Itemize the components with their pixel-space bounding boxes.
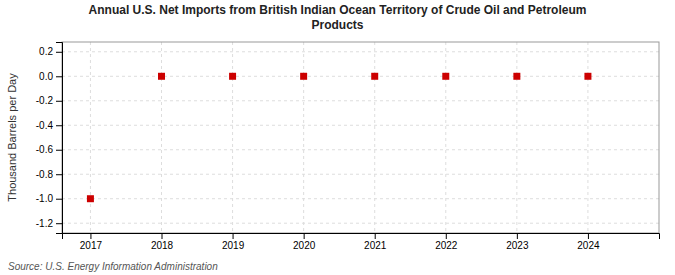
x-tick: 2021	[364, 233, 387, 251]
y-axis-title: Thousand Barrels per Day	[6, 73, 18, 202]
x-tick: 2018	[151, 233, 174, 251]
y-tick: -0.4	[36, 120, 62, 131]
point	[371, 73, 378, 80]
x-tick-label: 2018	[151, 240, 174, 251]
x-tick: 2022	[435, 233, 458, 251]
x-tick-label: 2017	[80, 240, 103, 251]
y-tick-label: -0.4	[36, 120, 54, 131]
x-axis: 2017 2018 2019 2020 2021 2022 2023 2024	[63, 233, 660, 251]
y-tick: -1.2	[36, 218, 62, 229]
plot-frame	[62, 42, 659, 233]
y-tick-mark	[56, 150, 62, 151]
plot-area: 2017 2018 2019 2020 2021 2022 2023 2024 0.2 0.0 -0…	[36, 42, 660, 251]
x-grid-line	[587, 42, 588, 233]
y-tick: -0.6	[36, 144, 62, 155]
point	[300, 73, 307, 80]
y-tick-label: -0.6	[36, 144, 54, 155]
x-grid-line	[445, 42, 446, 233]
y-tick: -0.2	[36, 95, 62, 106]
chart-title-line: Products	[311, 18, 363, 32]
y-tick-label: 0.2	[39, 46, 53, 57]
y-tick-mark	[56, 223, 62, 224]
x-tick-mark	[517, 233, 518, 239]
points	[87, 73, 592, 202]
y-grid-line	[62, 76, 659, 77]
x-tick-mark	[375, 233, 376, 239]
annotation: Source: U.S. Energy Information Administ…	[8, 261, 218, 272]
point	[87, 195, 94, 202]
y-tick-mark	[56, 199, 62, 200]
x-tick-mark	[446, 233, 447, 239]
point	[158, 73, 165, 80]
y-grid-line	[62, 125, 659, 126]
y-tick-label: -1.0	[36, 193, 54, 204]
y-tick-mark	[56, 76, 62, 77]
y-tick: 0.0	[39, 71, 62, 82]
y-axis: 0.2 0.0 -0.2 -0.4 -0.6 -0.8 -1.0 -1.2	[36, 43, 63, 234]
x-tick-label: 2021	[364, 240, 387, 251]
y-grid-line	[62, 51, 659, 52]
point	[513, 73, 520, 80]
chart: 2017 2018 2019 2020 2021 2022 2023 2024 0.2 0.0 -0…	[0, 0, 675, 275]
x-axis-line	[63, 234, 660, 240]
point	[442, 73, 449, 80]
x-grid-line	[90, 42, 91, 233]
x-grid-line	[232, 42, 233, 233]
y-tick-mark	[56, 174, 62, 175]
y-grid-line	[62, 174, 659, 175]
y-tick-label: -1.2	[36, 218, 54, 229]
grid	[62, 42, 659, 233]
y-tick-mark	[56, 125, 62, 126]
x-grid-line	[303, 42, 304, 233]
y-grid-line	[62, 100, 659, 101]
y-tick-label: -0.2	[36, 95, 54, 106]
y-grid-line	[62, 223, 659, 224]
x-tick: 2024	[577, 233, 600, 251]
chart-title-line: Annual U.S. Net Imports from British Ind…	[89, 3, 587, 17]
point	[229, 73, 236, 80]
x-grid-line	[374, 42, 375, 233]
y-grid-line	[62, 198, 659, 199]
x-tick: 2019	[222, 233, 245, 251]
x-tick-mark	[588, 233, 589, 239]
x-tick-mark	[162, 233, 163, 239]
x-tick-label: 2024	[577, 240, 600, 251]
y-tick: -0.8	[36, 169, 62, 180]
x-tick-label: 2019	[222, 240, 245, 251]
y-grid-line	[62, 149, 659, 150]
y-tick-mark	[56, 52, 62, 53]
y-tick-label: 0.0	[39, 71, 53, 82]
x-tick: 2023	[506, 233, 529, 251]
y-tick: 0.2	[39, 46, 62, 57]
x-tick-mark	[304, 233, 305, 239]
point	[584, 73, 591, 80]
x-tick: 2020	[293, 233, 316, 251]
chart-title: Annual U.S. Net Imports from British Ind…	[89, 3, 587, 32]
x-tick-label: 2020	[293, 240, 316, 251]
y-tick-label: -0.8	[36, 169, 54, 180]
y-tick-mark	[56, 101, 62, 102]
y-tick: -1.0	[36, 193, 62, 204]
y-axis-line	[56, 43, 63, 234]
x-tick-mark	[90, 233, 91, 239]
x-tick: 2017	[80, 233, 103, 251]
x-grid-line	[161, 42, 162, 233]
x-tick-label: 2022	[435, 240, 458, 251]
x-tick-mark	[233, 233, 234, 239]
x-tick-label: 2023	[506, 240, 529, 251]
x-grid-line	[516, 42, 517, 233]
